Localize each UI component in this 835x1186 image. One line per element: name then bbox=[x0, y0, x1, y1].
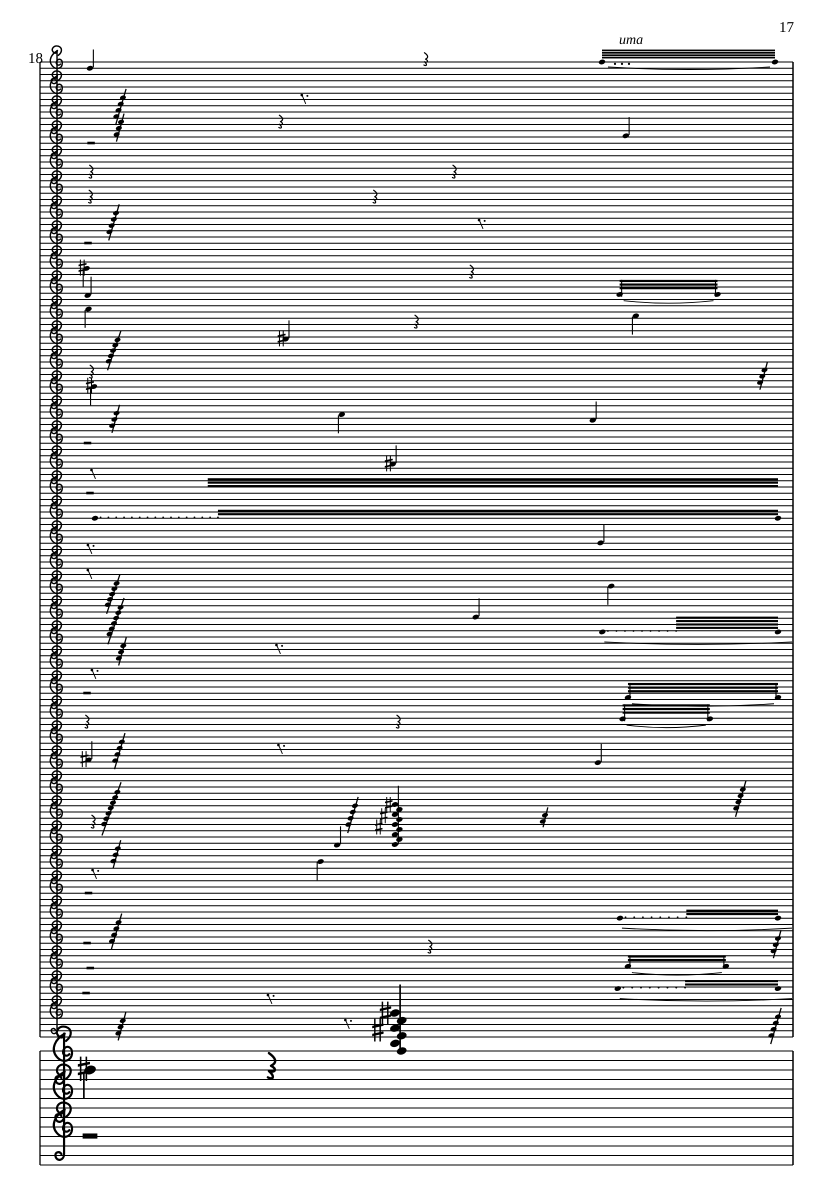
svg-text:18: 18 bbox=[28, 51, 43, 67]
svg-text:17: 17 bbox=[779, 20, 795, 36]
svg-text:uma: uma bbox=[619, 33, 643, 48]
